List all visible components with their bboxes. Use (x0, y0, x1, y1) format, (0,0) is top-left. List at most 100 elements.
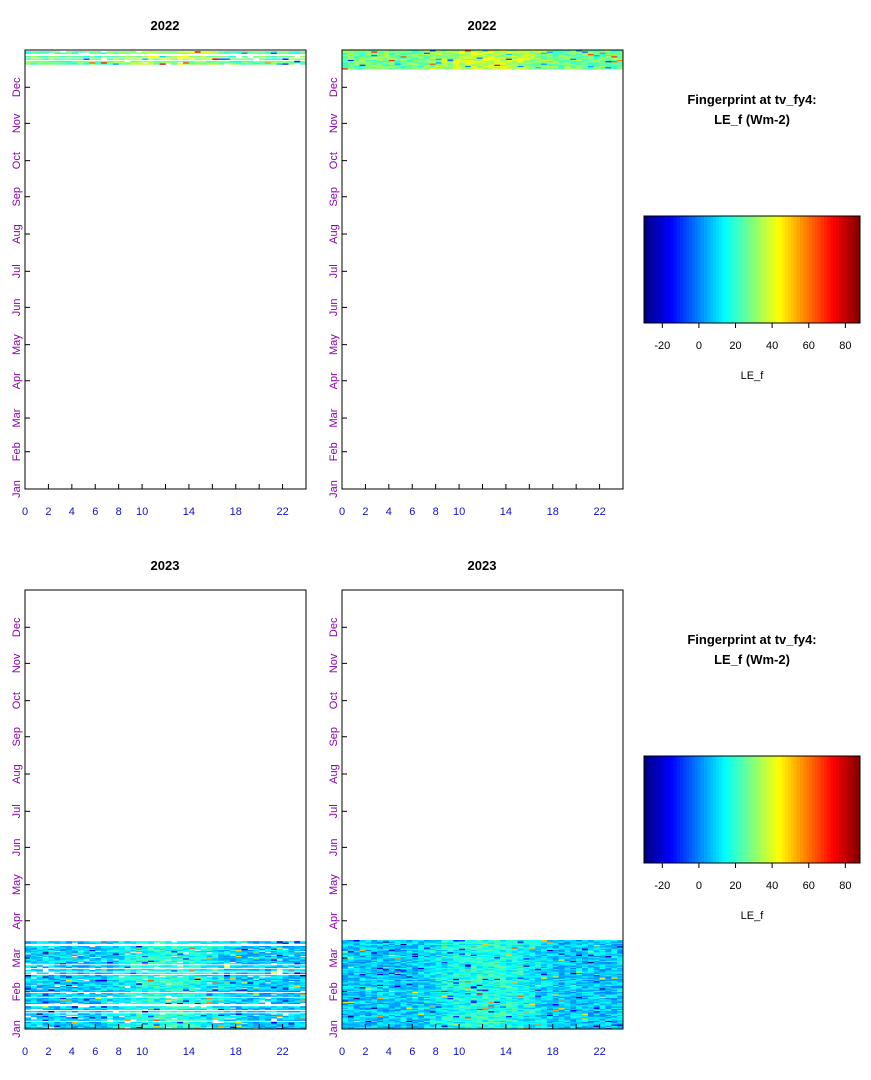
heatmap-cell (359, 1020, 366, 1023)
heatmap-cell (270, 950, 278, 953)
heatmap-cell (54, 942, 61, 944)
heatmap-cell (459, 1016, 466, 1019)
heatmap-cell (83, 60, 90, 63)
heatmap-cell (511, 1003, 518, 1006)
heatmap-cell (36, 948, 43, 950)
heatmap-cell (365, 1022, 372, 1025)
heatmap-cell (112, 942, 119, 944)
heatmap-cell (347, 68, 354, 70)
heatmap-cell (593, 1025, 600, 1027)
heatmap-cell (71, 995, 78, 997)
heatmap-cell (124, 961, 131, 964)
heatmap-cell (101, 1007, 108, 1009)
heatmap-cell (224, 986, 231, 989)
heatmap-cell (188, 62, 196, 64)
heatmap-cell (587, 56, 595, 58)
heatmap-cell (229, 980, 237, 983)
heatmap-cell (265, 998, 272, 1001)
heatmap-cell (288, 1019, 295, 1021)
heatmap-cell (124, 1007, 131, 1009)
heatmap-cell (505, 53, 513, 56)
heatmap-cell (171, 962, 178, 965)
heatmap-cell (582, 60, 589, 63)
heatmap-cell (153, 986, 160, 989)
heatmap-cell (300, 1022, 307, 1025)
heatmap-cell (188, 956, 196, 959)
heatmap-cell (177, 962, 184, 965)
heatmap-cell (188, 1019, 196, 1021)
heatmap-cell (147, 1006, 155, 1008)
heatmap-cell (89, 1018, 96, 1020)
heatmap-cell (294, 966, 301, 968)
heatmap-cell (165, 1019, 172, 1021)
heatmap-cell (54, 1021, 61, 1024)
heatmap-cell (165, 1010, 172, 1013)
heatmap-cell (147, 958, 155, 960)
heatmap-cell (142, 974, 149, 977)
heatmap-cell (494, 1024, 501, 1026)
heatmap-cell (535, 1004, 542, 1007)
heatmap-cell (48, 982, 55, 984)
heatmap-cell (377, 1024, 384, 1026)
heatmap-cell (342, 1008, 349, 1011)
heatmap-cell (247, 984, 254, 986)
heatmap-cell (611, 1018, 618, 1020)
heatmap-cell (48, 1014, 55, 1017)
heatmap-cell (247, 1016, 254, 1019)
heatmap-cell (183, 965, 190, 967)
heatmap-cell (241, 1000, 248, 1002)
heatmap-cell (183, 1000, 190, 1002)
heatmap-cell (247, 962, 254, 965)
heatmap-cell (112, 994, 119, 996)
heatmap-cell (523, 57, 530, 59)
heatmap-cell (259, 968, 266, 971)
heatmap-cell (165, 1021, 172, 1024)
heatmap-cell (171, 978, 178, 980)
heatmap-cell (593, 51, 600, 53)
heatmap-cell (253, 984, 260, 986)
heatmap-cell (147, 1001, 155, 1003)
heatmap-cell (177, 1000, 184, 1002)
heatmap-cell (147, 1008, 155, 1011)
heatmap-cell (429, 1022, 436, 1025)
heatmap-cell (194, 994, 201, 996)
heatmap-cell (224, 961, 231, 964)
heatmap-cell (30, 995, 37, 997)
heatmap-cell (353, 1007, 360, 1009)
heatmap-cell (124, 980, 131, 983)
heatmap-cell (30, 1022, 37, 1025)
heatmap-cell (153, 982, 160, 984)
heatmap-cell (183, 1016, 190, 1019)
x-tick-label: 10 (136, 1046, 148, 1058)
heatmap-cell (453, 1009, 460, 1012)
heatmap-cell (48, 979, 55, 982)
heatmap-cell (552, 52, 559, 54)
heatmap-cell (529, 52, 536, 54)
heatmap-cell (89, 60, 96, 63)
heatmap-cell (206, 974, 213, 977)
heatmap-cell (423, 1019, 431, 1021)
y-tick-label: Sep (328, 187, 340, 207)
heatmap-cell (517, 56, 524, 58)
heatmap-cell (48, 60, 55, 63)
heatmap-cell (130, 1008, 137, 1011)
heatmap-cell (388, 1024, 395, 1026)
heatmap-cell (77, 60, 84, 63)
heatmap-cell (130, 954, 137, 956)
heatmap-cell (106, 988, 114, 990)
heatmap-cell (294, 984, 301, 986)
heatmap-cell (77, 1013, 84, 1015)
heatmap-cell (171, 1002, 178, 1005)
heatmap-cell (300, 949, 307, 952)
heatmap-cell (36, 1001, 43, 1003)
heatmap-cell (388, 50, 395, 52)
heatmap-cell (300, 983, 307, 985)
heatmap-cell (464, 1014, 472, 1017)
heatmap-cell (294, 51, 301, 53)
heatmap-cell (124, 955, 131, 958)
heatmap-cell (224, 990, 231, 993)
heatmap-cell (95, 997, 102, 1000)
heatmap-cell (253, 941, 260, 943)
heatmap-cell (435, 65, 442, 68)
heatmap-cell (423, 60, 431, 63)
